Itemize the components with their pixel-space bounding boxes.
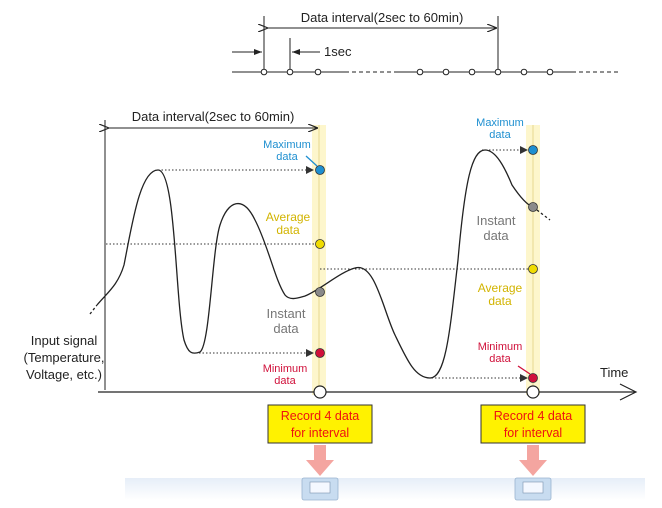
interval-1-annotations: Maximum data Average data Instant data M… (263, 139, 327, 399)
record-box-2-line1: Record 4 data (494, 409, 573, 423)
time-label: Time (600, 365, 628, 380)
sample-point (314, 68, 322, 76)
one-sec-label: 1sec (324, 44, 352, 59)
reference-arrowheads (306, 146, 528, 382)
record-box-1-line1: Record 4 data (281, 409, 360, 423)
record-down-arrow-1 (306, 445, 334, 476)
interval2-instant-point (528, 202, 538, 212)
signal-lead-in (89, 304, 98, 315)
interval2-min-point (528, 373, 538, 383)
max-ref-arrowhead-2 (520, 146, 528, 154)
min-ref-arrowhead-1 (306, 349, 314, 357)
interval1-max-leader (305, 155, 318, 167)
interval1-min-point (315, 348, 325, 358)
interval2-min-label-line1: Minimum (478, 341, 523, 353)
input-signal-label: Input signal (Temperature, Voltage, etc.… (24, 333, 105, 382)
interval1-instant-point (315, 287, 325, 297)
interval2-max-label-line1: Maximum (476, 117, 524, 129)
logger-device-strip (125, 477, 645, 501)
interval1-max-label-line2: data (276, 151, 298, 163)
device-strip-bar (125, 478, 645, 500)
record-box-2-line2: for interval (504, 426, 562, 440)
max-ref-arrowhead-1 (306, 166, 314, 174)
interval1-avg-point (315, 239, 325, 249)
interval2-max-label-line2: data (489, 129, 511, 141)
record-box-2: Record 4 data for interval (480, 404, 586, 444)
sample-point (260, 68, 268, 76)
min-ref-arrowhead-2 (520, 374, 528, 382)
interval1-avg-label-line1: Average (266, 210, 311, 224)
time-axis-arrowhead (619, 383, 638, 401)
interval2-record-time-marker (526, 385, 540, 399)
interval-2-annotations: Maximum data Instant data Average data M… (476, 117, 540, 399)
record-box-1-line2: for interval (291, 426, 349, 440)
sampling-schematic: Data interval(2sec to 60min) 1sec (232, 10, 620, 76)
reference-lines (106, 149, 528, 379)
interval2-avg-label-line2: data (488, 294, 512, 308)
top-interval-label: Data interval(2sec to 60min) (301, 10, 464, 25)
interval2-min-label-line2: data (489, 353, 511, 365)
interval1-max-label-line1: Maximum (263, 139, 311, 151)
input-signal-curve (96, 149, 534, 379)
input-signal-line2: (Temperature, (24, 350, 105, 365)
signal-continuation (532, 206, 551, 221)
interval1-min-label-line1: Minimum (263, 363, 308, 375)
record-box-2-bg (480, 404, 586, 444)
sample-point (520, 68, 528, 76)
record-box-1-bg (267, 404, 373, 444)
sample-point (416, 68, 424, 76)
record-down-arrow-2 (519, 445, 547, 476)
input-signal-line1: Input signal (31, 333, 98, 348)
interval2-avg-point (528, 264, 538, 274)
sample-point (494, 68, 502, 76)
input-signal-line3: Voltage, etc.) (26, 367, 102, 382)
sample-point (546, 68, 554, 76)
main-interval-label: Data interval(2sec to 60min) (132, 109, 295, 124)
sample-point (468, 68, 476, 76)
interval1-record-time-marker (313, 385, 327, 399)
interval2-avg-label-line1: Average (478, 281, 523, 295)
interval1-instant-label-line1: Instant (266, 306, 305, 321)
interval1-avg-label-line2: data (276, 223, 300, 237)
logger-device-display-icon (309, 481, 331, 494)
record-box-1: Record 4 data for interval (267, 404, 373, 444)
interval2-min-leader (517, 365, 531, 375)
sample-point (286, 68, 294, 76)
interval2-instant-label-line2: data (483, 228, 509, 243)
sample-points (260, 68, 554, 76)
logger-device-display-icon (522, 481, 544, 494)
interval1-instant-label-line2: data (273, 321, 299, 336)
sample-point (442, 68, 450, 76)
interval1-min-label-line2: data (274, 375, 296, 387)
interval2-max-point (528, 145, 538, 155)
interval1-max-point (315, 165, 325, 175)
interval2-instant-label-line1: Instant (476, 213, 515, 228)
